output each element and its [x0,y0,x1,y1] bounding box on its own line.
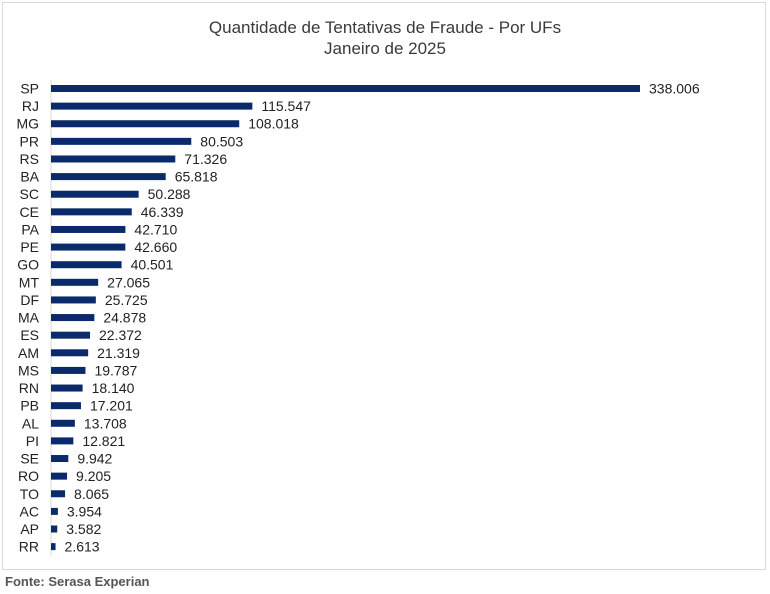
bar-sc [51,190,139,198]
bar-mt [51,278,99,286]
value-label-ba: 65.818 [175,169,218,185]
category-label-ce: CE [20,204,39,220]
value-label-to: 8.065 [74,486,109,502]
value-label-ap: 3.582 [66,521,101,537]
value-label-ma: 24.878 [103,310,146,326]
chart-frame [2,2,766,570]
value-label-ce: 46.339 [141,204,184,220]
value-label-am: 21.319 [97,345,140,361]
value-label-sp: 338.006 [649,81,700,97]
bar-df [51,296,96,304]
category-label-to: TO [20,486,39,502]
category-label-sc: SC [20,186,39,202]
value-label-ac: 3.954 [67,503,102,519]
bar-mg [51,120,240,128]
bar-go [51,261,122,269]
value-label-df: 25.725 [105,292,148,308]
category-label-ap: AP [20,521,39,537]
category-label-df: DF [20,292,39,308]
bar-pa [51,225,126,233]
bar-ac [51,507,58,515]
bar-rs [51,155,176,163]
value-label-mg: 108.018 [248,116,299,132]
category-label-pe: PE [20,239,39,255]
category-label-am: AM [18,345,39,361]
bar-am [51,349,89,357]
bar-rr [51,543,56,551]
value-label-mt: 27.065 [107,274,150,290]
category-label-go: GO [17,257,39,273]
category-label-ma: MA [18,310,40,326]
category-label-rn: RN [19,380,39,396]
value-label-pe: 42.660 [134,239,177,255]
category-label-pr: PR [20,133,39,149]
value-label-ro: 9.205 [76,468,111,484]
category-label-ac: AC [20,503,39,519]
value-label-pr: 80.503 [200,133,243,149]
category-label-pa: PA [21,221,39,237]
bar-ma [51,314,95,322]
value-label-se: 9.942 [77,451,112,467]
bar-al [51,419,75,427]
category-label-rr: RR [19,539,39,555]
category-label-ba: BA [20,169,39,185]
bar-pb [51,402,81,410]
category-label-pb: PB [20,398,39,414]
value-label-pa: 42.710 [134,221,177,237]
source-note: Fonte: Serasa Experian [5,574,150,589]
bar-ce [51,208,132,216]
value-label-sc: 50.288 [148,186,191,202]
category-label-mt: MT [19,274,40,290]
value-label-al: 13.708 [84,415,127,431]
category-label-rj: RJ [22,98,39,114]
category-label-ms: MS [18,362,39,378]
chart-title: Quantidade de Tentativas de Fraude - Por… [208,18,562,37]
bar-ro [51,472,68,480]
bar-ap [51,525,58,533]
value-label-pi: 12.821 [82,433,125,449]
category-label-sp: SP [20,81,39,97]
bar-pr [51,137,192,145]
bar-es [51,331,90,339]
bar-rj [51,102,253,110]
value-label-rn: 18.140 [92,380,135,396]
category-label-mg: MG [16,116,39,132]
value-label-go: 40.501 [131,257,174,273]
bar-se [51,455,69,463]
category-label-pi: PI [26,433,39,449]
value-label-es: 22.372 [99,327,142,343]
bar-pi [51,437,74,445]
value-label-rs: 71.326 [184,151,227,167]
bar-sp [51,85,640,92]
value-label-pb: 17.201 [90,398,133,414]
value-label-ms: 19.787 [94,362,137,378]
category-label-se: SE [20,451,39,467]
bar-ms [51,366,86,374]
chart-subtitle: Janeiro de 2025 [324,39,446,58]
bar-pe [51,243,126,251]
category-label-rs: RS [20,151,39,167]
bar-ba [51,173,166,181]
category-label-ro: RO [18,468,39,484]
category-label-al: AL [22,415,39,431]
bar-to [51,490,66,498]
value-label-rr: 2.613 [65,539,100,555]
category-label-es: ES [20,327,39,343]
bar-rn [51,384,83,392]
value-label-rj: 115.547 [261,98,311,114]
